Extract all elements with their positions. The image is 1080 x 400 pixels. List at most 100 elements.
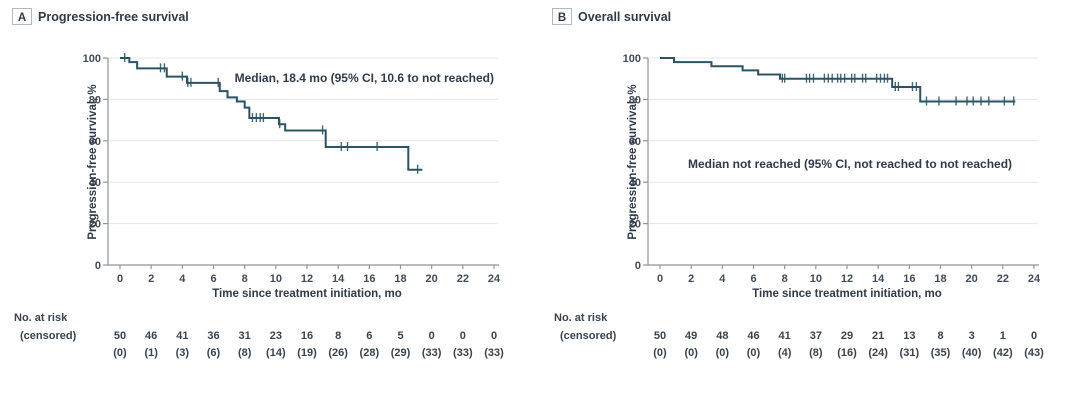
y-tick-label: 80	[629, 94, 641, 106]
km-curve	[120, 57, 423, 171]
x-tick-label: 10	[270, 273, 282, 285]
panel-label: A	[18, 12, 26, 24]
x-tick-label: 16	[903, 273, 915, 285]
censored-value: (43)	[1024, 347, 1044, 359]
km-curve-layer	[660, 57, 1016, 103]
x-tick-label: 10	[810, 273, 822, 285]
censored-header: (censored)	[560, 330, 617, 342]
at-risk-header: No. at risk	[14, 312, 68, 324]
x-tick-label: 8	[782, 273, 788, 285]
at-risk-value: 41	[176, 330, 188, 342]
x-tick-label: 14	[332, 273, 345, 285]
at-risk-value: 50	[114, 330, 126, 342]
panel-label-box	[552, 8, 572, 25]
at-risk-value: 37	[810, 330, 822, 342]
y-tick-label: 20	[89, 219, 101, 231]
x-tick-label: 22	[997, 273, 1009, 285]
x-axis-title: Time since treatment initiation, mo	[752, 288, 942, 300]
at-risk-value: 46	[747, 330, 759, 342]
at-risk-value: 13	[903, 330, 915, 342]
at-risk-value: 0	[1031, 330, 1037, 342]
gridlines	[649, 57, 1038, 225]
x-tick-label: 0	[117, 273, 123, 285]
median-annotation: Median, 18.4 mo (95% CI, 10.6 to not rea…	[235, 71, 494, 85]
at-risk-value: 21	[872, 330, 884, 342]
at-risk-value: 6	[366, 330, 372, 342]
x-tick-label: 24	[488, 273, 501, 285]
censored-value: (1)	[144, 347, 158, 359]
at-risk-value: 0	[429, 330, 435, 342]
censored-header: (censored)	[20, 330, 77, 342]
x-tick-label: 6	[750, 273, 756, 285]
at-risk-value: 36	[207, 330, 219, 342]
x-tick-label: 18	[934, 273, 946, 285]
censored-value: (6)	[207, 347, 221, 359]
at-risk-header: No. at risk	[554, 312, 608, 324]
at-risk-row: 50 49 48 46 41 37 29 21 13 8 3 1 0	[654, 330, 1037, 342]
censored-value: (0)	[113, 347, 127, 359]
censored-value: (14)	[266, 347, 286, 359]
y-tick-label: 100	[623, 53, 641, 65]
censored-value: (8)	[809, 347, 823, 359]
y-tick-label: 60	[629, 136, 641, 148]
at-risk-value: 0	[460, 330, 466, 342]
censored-value: (31)	[900, 347, 920, 359]
censored-value: (42)	[993, 347, 1013, 359]
censored-value: (19)	[297, 347, 317, 359]
censored-value: (0)	[653, 347, 667, 359]
gridlines	[109, 57, 498, 225]
panel-label: B	[558, 12, 566, 24]
x-tick-label: 8	[242, 273, 248, 285]
x-tick-label: 4	[719, 273, 726, 285]
at-risk-value: 48	[716, 330, 728, 342]
at-risk-value: 50	[654, 330, 666, 342]
y-tick-label: 80	[89, 94, 101, 106]
y-tick-label: 40	[629, 177, 641, 189]
censored-value: (16)	[837, 347, 857, 359]
x-tick-label: 20	[426, 273, 438, 285]
panel-label-box	[12, 8, 32, 25]
y-tick-label: 20	[629, 219, 641, 231]
at-risk-value: 23	[270, 330, 282, 342]
x-tick-label: 2	[148, 273, 154, 285]
y-tick-label: 40	[89, 177, 101, 189]
censored-value: (0)	[684, 347, 698, 359]
at-risk-value: 49	[685, 330, 697, 342]
km-curve-layer	[120, 57, 423, 171]
panel-title: Progression-free survival	[38, 10, 189, 24]
median-annotation: Median not reached (95% CI, not reached …	[688, 157, 1012, 171]
x-tick-label: 6	[210, 273, 216, 285]
x-tick-label: 24	[1028, 273, 1041, 285]
x-tick-label: 14	[872, 273, 885, 285]
at-risk-row: 50 46 41 36 31 23 16 8 6 5 0 0 0	[114, 330, 497, 342]
y-tick-label: 0	[95, 260, 101, 272]
x-tick-label: 22	[457, 273, 469, 285]
censored-value: (3)	[176, 347, 190, 359]
censored-row: (0) (1) (3) (6) (8) (14) (19) (26) (28) (29) (33) (…	[113, 347, 504, 359]
at-risk-value: 29	[841, 330, 853, 342]
at-risk-value: 0	[491, 330, 497, 342]
x-tick-label: 4	[179, 273, 186, 285]
censored-value: (33)	[484, 347, 504, 359]
at-risk-value: 46	[145, 330, 157, 342]
censored-value: (26)	[328, 347, 348, 359]
panel-title: Overall survival	[578, 10, 671, 24]
censored-value: (24)	[868, 347, 888, 359]
y-tick-label: 0	[635, 260, 641, 272]
x-tick-label: 18	[394, 273, 406, 285]
censored-value: (33)	[422, 347, 442, 359]
panel-a-chart: A Progression-free survival 020406080100…	[12, 8, 504, 359]
at-risk-value: 8	[335, 330, 341, 342]
x-tick-label: 12	[301, 273, 313, 285]
at-risk-value: 8	[937, 330, 943, 342]
y-tick-label: 100	[83, 53, 101, 65]
at-risk-value: 41	[779, 330, 791, 342]
y-axis-title: Progression-free survival, %	[627, 84, 639, 239]
x-tick-label: 12	[841, 273, 853, 285]
censored-value: (8)	[238, 347, 252, 359]
censor-marks-layer	[123, 53, 419, 174]
x-tick-label: 2	[688, 273, 694, 285]
